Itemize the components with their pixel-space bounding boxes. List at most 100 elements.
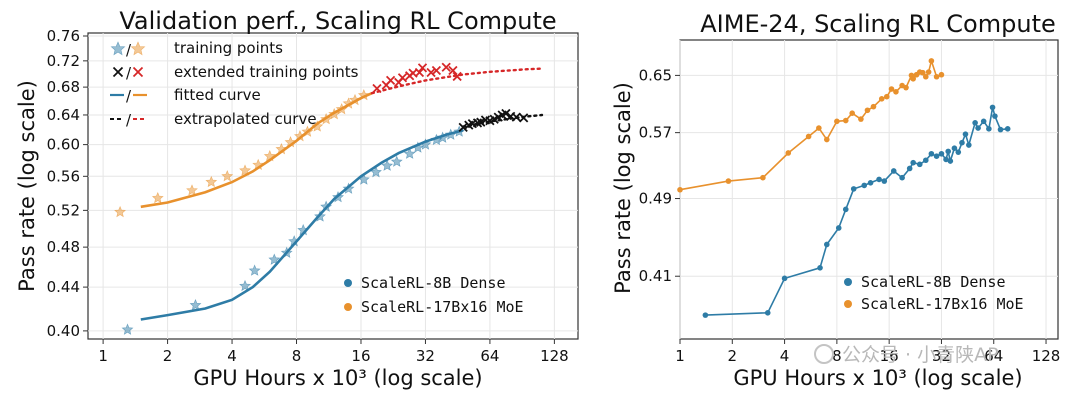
training-point [248,264,261,276]
data-point [842,117,849,124]
x-ticks: 1 2 4 8 16 32 64 128 [98,339,569,365]
data-point [992,113,998,119]
training-point [205,175,218,188]
data-point [933,73,940,80]
data-point [867,180,874,186]
training-point [444,128,457,140]
data-point [966,142,972,148]
legend-label: ScaleRL-8B Dense [861,273,1006,291]
data-point [910,75,916,82]
data-point [864,107,871,114]
training-point [114,205,127,218]
training-point [390,155,403,167]
extended-training-point [431,65,442,76]
data-point [876,176,882,183]
data-point [938,150,945,157]
data-point [899,174,905,181]
training-point [263,149,276,162]
training-point [268,253,281,265]
data-point [823,136,830,143]
data-point [842,206,849,213]
training-point [301,125,314,137]
legend-cross-red [132,66,144,78]
extended-training-point [397,73,408,83]
training-point [320,200,333,212]
data-point [947,158,954,164]
data-point [890,168,897,174]
training-point [151,191,164,204]
extended-training-point [372,83,382,94]
chart-title: Validation perf., Scaling RL Compute [119,7,556,35]
training-point [357,89,370,101]
data-point [989,104,996,111]
y-tick-label: 0.48 [47,238,80,256]
legend-label: ScaleRL-17Bx16 MoE [361,298,524,316]
data-point [883,93,890,100]
chart-title: AIME-24, Scaling RL Compute [700,10,1056,38]
training-point [121,323,134,335]
data-point [933,153,940,159]
x-tick-label: 64 [480,347,499,365]
data-point [959,139,965,146]
y-tick-label: 0.57 [639,124,672,142]
training-point [357,173,370,185]
training-point [348,93,361,106]
legend-dot-orange [844,300,852,308]
legend-bottom: ScaleRL-8B Dense ScaleRL-17Bx16 MoE [344,274,524,316]
data-point [849,110,855,116]
data-point [928,150,935,157]
training-point [314,210,326,222]
data-point [945,148,952,155]
training-point [370,165,382,178]
data-point [881,178,888,184]
y-ticks: 0.41 0.49 0.57 0.65 [639,66,680,285]
data-point [816,125,822,131]
legend-label: ScaleRL-8B Dense [361,274,506,292]
data-point [781,275,788,282]
extended-training-point [441,62,451,72]
data-point [903,84,909,91]
extended-training-point [458,122,468,132]
data-point [888,86,895,92]
legend-top: / / / / training points extended training poi… [110,39,359,129]
x-tick-label: 4 [780,347,790,365]
data-point [850,186,857,192]
extended-training-point [385,75,396,86]
data-point [972,120,978,126]
extended-training-point [476,117,486,127]
data-point [906,165,913,172]
data-point [916,161,923,168]
y-tick-label: 0.65 [639,66,672,84]
data-point [878,96,885,102]
data-point [760,174,766,181]
legend: ScaleRL-8B Dense ScaleRL-17Bx16 MoE [844,273,1024,313]
training-point [297,223,310,236]
y-axis-label: Pass rate (log scale) [611,82,635,294]
y-tick-label: 0.60 [47,136,80,154]
data-point [925,69,932,75]
chart-validation-perf: 1 2 4 8 16 32 64 128 0.400.440.480.520.560.600.… [15,7,579,390]
training-point [239,279,252,292]
extrapolated-curve [370,67,544,95]
data-point [893,88,899,95]
x-tick-label: 16 [351,347,370,365]
series-line [679,58,942,191]
training-point [189,298,202,311]
extended-training-point [501,108,511,119]
y-axis-label: Pass rate (log scale) [15,80,39,292]
x-tick-label: 1 [98,347,108,365]
legend-label: ScaleRL-17Bx16 MoE [861,295,1024,313]
legend-label: extended training points [174,63,359,81]
data-point [1004,126,1011,132]
training-point [239,164,252,176]
data-point [922,73,929,80]
x-tick-label: 2 [728,347,738,365]
extended-training-point [426,67,436,78]
legend-star-blue [110,41,126,56]
extended-training-point [448,65,458,76]
legend-slash: / [126,87,132,105]
y-tick-label: 0.72 [47,52,80,70]
data-point [858,116,864,122]
data-point [980,118,987,125]
x-axis-label: GPU Hours x 10³ (log scale) [193,366,482,390]
